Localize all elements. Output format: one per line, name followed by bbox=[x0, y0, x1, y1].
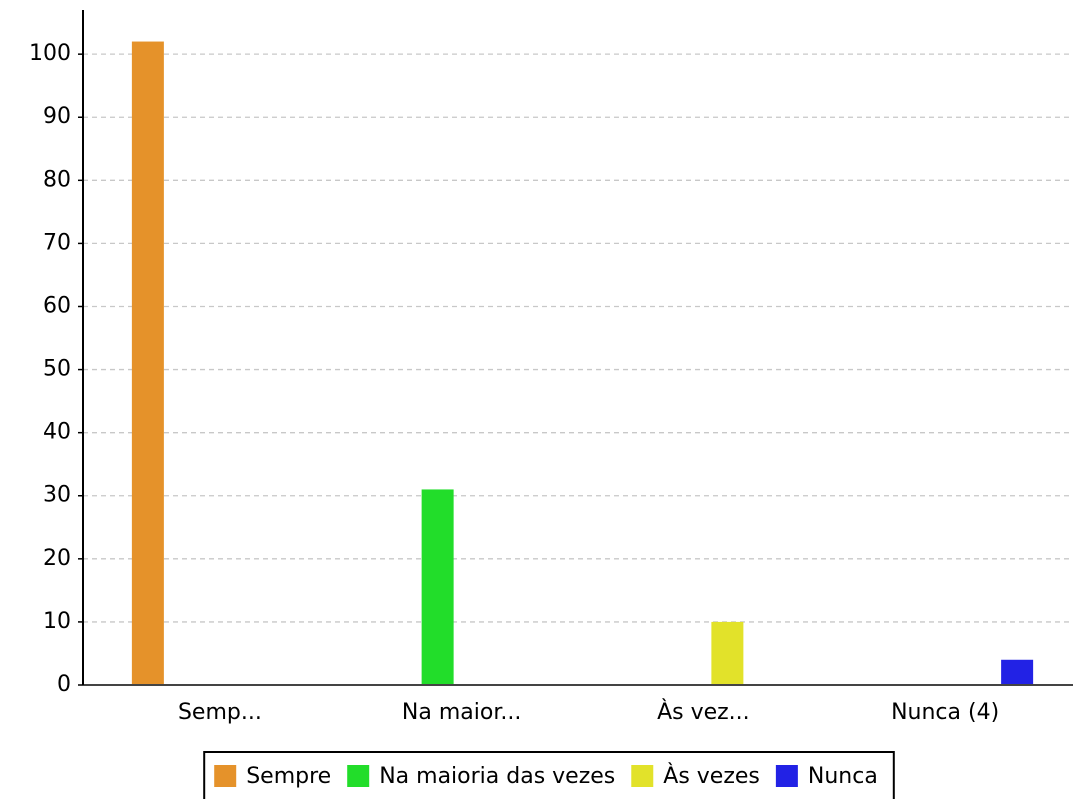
y-tick-label: 80 bbox=[43, 167, 71, 192]
legend-label: Sempre bbox=[246, 764, 331, 789]
y-tick-label: 50 bbox=[43, 357, 71, 382]
legend-swatch bbox=[214, 765, 237, 787]
y-tick-label: 30 bbox=[43, 483, 71, 508]
x-tick-label: Semp... bbox=[178, 700, 262, 725]
x-tick-label: Às vez... bbox=[657, 699, 750, 725]
bar bbox=[711, 621, 744, 685]
legend-swatch bbox=[631, 765, 654, 787]
bar bbox=[421, 489, 454, 685]
y-tick-label: 100 bbox=[29, 41, 71, 66]
y-tick-label: 10 bbox=[43, 609, 71, 634]
y-tick-label: 40 bbox=[43, 420, 71, 445]
legend-swatch bbox=[775, 765, 798, 787]
legend-label: Na maioria das vezes bbox=[379, 764, 615, 789]
bar bbox=[1001, 659, 1034, 685]
x-tick-label: Nunca (4) bbox=[891, 700, 999, 725]
y-tick-label: 90 bbox=[43, 104, 71, 129]
y-tick-label: 60 bbox=[43, 293, 71, 318]
legend-label: Às vezes bbox=[663, 763, 760, 789]
legend-swatch bbox=[347, 765, 370, 787]
bar bbox=[131, 41, 164, 686]
y-tick-label: 0 bbox=[57, 672, 71, 697]
y-tick-label: 20 bbox=[43, 546, 71, 571]
y-tick-label: 70 bbox=[43, 230, 71, 255]
legend-label: Nunca bbox=[808, 764, 878, 789]
x-tick-label: Na maior... bbox=[402, 700, 521, 725]
